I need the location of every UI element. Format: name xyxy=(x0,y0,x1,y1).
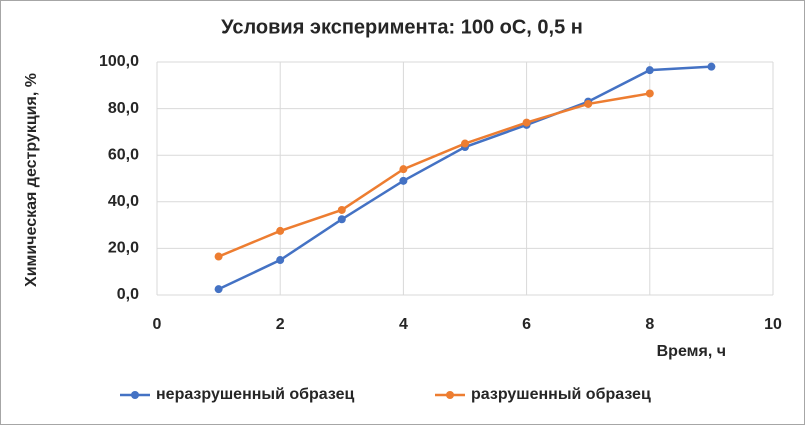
data-point xyxy=(399,176,408,185)
y-tick-label: 60,0 xyxy=(108,146,139,163)
chart-title: Условия эксперимента: 100 оС, 0,5 н xyxy=(221,16,583,38)
data-point xyxy=(276,226,285,235)
x-tick-label: 4 xyxy=(399,316,408,333)
y-tick-label: 80,0 xyxy=(108,100,139,117)
x-tick-label: 8 xyxy=(645,316,654,333)
data-point xyxy=(337,215,346,224)
x-tick-label: 2 xyxy=(276,316,285,333)
x-tick-label: 0 xyxy=(153,316,162,333)
x-axis-label: Время, ч xyxy=(657,343,726,360)
y-tick-label: 40,0 xyxy=(108,193,139,210)
legend-marker xyxy=(131,391,139,399)
data-point xyxy=(214,252,223,261)
data-point xyxy=(214,285,223,294)
x-tick-label: 6 xyxy=(522,316,531,333)
y-tick-label: 20,0 xyxy=(108,240,139,257)
y-tick-label: 0,0 xyxy=(117,286,139,303)
data-point xyxy=(584,99,593,108)
legend-label: разрушенный образец xyxy=(471,386,651,403)
data-point xyxy=(707,62,716,71)
series-line xyxy=(218,92,651,258)
data-point xyxy=(522,118,531,127)
data-point xyxy=(461,139,469,148)
legend-marker xyxy=(446,391,454,399)
legend-label: неразрушенный образец xyxy=(156,386,355,403)
y-axis-label: Химическая деструкция, % xyxy=(23,73,40,287)
data-point xyxy=(645,89,654,98)
data-point xyxy=(337,205,346,214)
y-tick-label: 100,0 xyxy=(99,53,139,70)
data-point xyxy=(399,165,408,174)
x-tick-label: 10 xyxy=(764,316,782,333)
data-point xyxy=(276,256,285,265)
data-point xyxy=(645,66,654,75)
